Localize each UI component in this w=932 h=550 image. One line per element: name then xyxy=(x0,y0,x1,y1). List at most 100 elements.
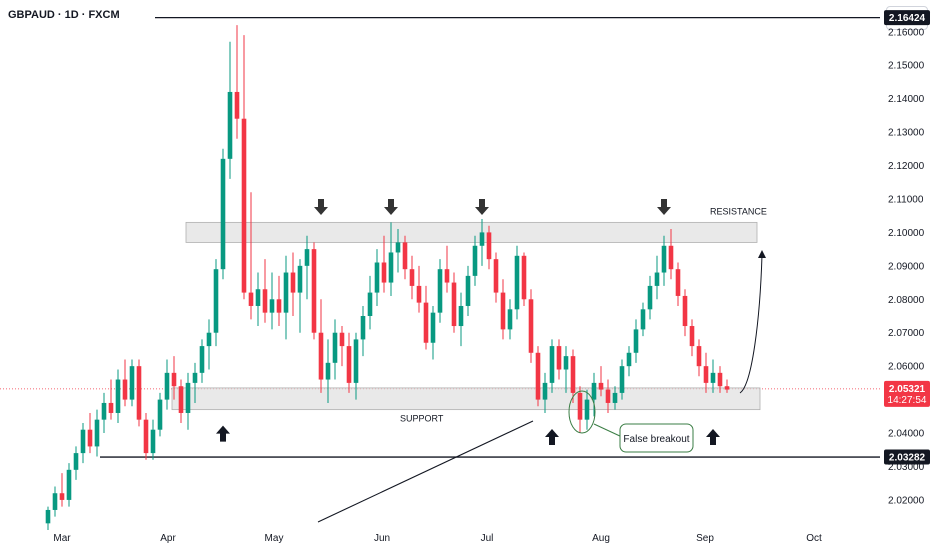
y-tick-label: 2.06000 xyxy=(888,362,925,373)
candle xyxy=(101,402,107,420)
y-tick-label: 2.12000 xyxy=(888,161,925,172)
candle xyxy=(507,309,513,330)
support-zone xyxy=(171,387,761,411)
candle xyxy=(45,509,51,524)
candle xyxy=(164,372,170,400)
x-tick-label: Jun xyxy=(374,533,390,544)
candle xyxy=(129,366,135,400)
candle xyxy=(374,262,380,293)
candle xyxy=(227,91,233,159)
candle xyxy=(486,232,492,260)
candle xyxy=(346,346,352,383)
candle xyxy=(577,392,583,420)
candle xyxy=(640,309,646,330)
candle xyxy=(535,352,541,400)
candle xyxy=(290,272,296,293)
candle xyxy=(598,382,604,390)
false-breakout-box xyxy=(619,423,694,453)
candle xyxy=(444,269,450,283)
candle xyxy=(647,285,653,310)
candle xyxy=(724,386,730,390)
candle xyxy=(493,259,499,293)
y-tick-label: 2.13000 xyxy=(888,128,925,139)
candle xyxy=(689,326,695,347)
candle xyxy=(465,275,471,306)
y-tick-label: 2.16000 xyxy=(888,27,925,38)
candle xyxy=(213,269,219,333)
y-tick-label: 2.04000 xyxy=(888,429,925,440)
candle xyxy=(206,332,212,347)
projection-curve xyxy=(739,254,763,394)
false-breakout-connector xyxy=(593,423,623,438)
false-breakout-label: False breakout xyxy=(623,434,689,445)
y-tick-label: 2.11000 xyxy=(888,194,924,205)
candle xyxy=(360,316,366,340)
support-label: SUPPORT xyxy=(400,414,444,424)
candle xyxy=(479,232,485,246)
candle xyxy=(185,382,191,413)
price-marker-label: 2.16424 xyxy=(889,13,926,24)
candle xyxy=(262,289,268,313)
candle xyxy=(367,292,373,317)
candle xyxy=(122,379,128,400)
candle xyxy=(612,392,618,403)
candle xyxy=(157,399,163,430)
candle xyxy=(178,386,184,413)
candle xyxy=(73,453,79,470)
candle xyxy=(220,158,226,270)
candle xyxy=(353,339,359,383)
candle xyxy=(150,429,156,454)
candle xyxy=(591,382,597,400)
arrow-down-icon xyxy=(384,199,398,216)
x-tick-label: May xyxy=(265,533,284,544)
candle xyxy=(381,262,387,283)
candle xyxy=(675,269,681,296)
x-tick-label: Oct xyxy=(806,533,822,544)
candle xyxy=(248,292,254,306)
candle xyxy=(668,245,674,270)
y-tick-label: 2.02000 xyxy=(888,495,925,506)
candle xyxy=(584,399,590,420)
candle xyxy=(255,289,261,306)
candle xyxy=(94,419,100,447)
arrow-down-icon xyxy=(314,199,328,216)
candle xyxy=(332,332,338,363)
candle xyxy=(710,372,716,383)
candle xyxy=(521,255,527,300)
candle xyxy=(682,295,688,327)
candle xyxy=(703,366,709,383)
candle xyxy=(458,305,464,327)
price-marker xyxy=(884,380,930,407)
candle xyxy=(633,329,639,353)
projection-arrowhead-icon xyxy=(758,250,766,258)
candle xyxy=(136,366,142,420)
candle xyxy=(696,346,702,367)
candle xyxy=(556,346,562,370)
candle xyxy=(241,118,247,293)
candle xyxy=(514,255,520,310)
candle xyxy=(66,469,72,500)
x-tick-label: Jul xyxy=(481,533,494,544)
candle xyxy=(234,91,240,119)
candle xyxy=(339,332,345,347)
arrow-down-icon xyxy=(657,199,671,216)
candle xyxy=(80,429,86,454)
candle xyxy=(549,346,555,383)
candle xyxy=(304,249,310,266)
chart-title: GBPAUD · 1D · FXCM xyxy=(8,9,120,21)
resistance-zone xyxy=(185,221,758,243)
candle xyxy=(171,372,177,387)
candle xyxy=(570,356,576,393)
y-tick-label: 2.07000 xyxy=(888,328,925,339)
y-tick-label: 2.15000 xyxy=(888,61,925,72)
candle xyxy=(318,332,324,380)
trend-line xyxy=(317,420,534,523)
candle xyxy=(143,419,149,454)
arrow-up-icon xyxy=(706,429,720,446)
candle xyxy=(626,352,632,367)
candle xyxy=(52,493,58,510)
candle xyxy=(115,379,121,413)
candle xyxy=(472,245,478,276)
